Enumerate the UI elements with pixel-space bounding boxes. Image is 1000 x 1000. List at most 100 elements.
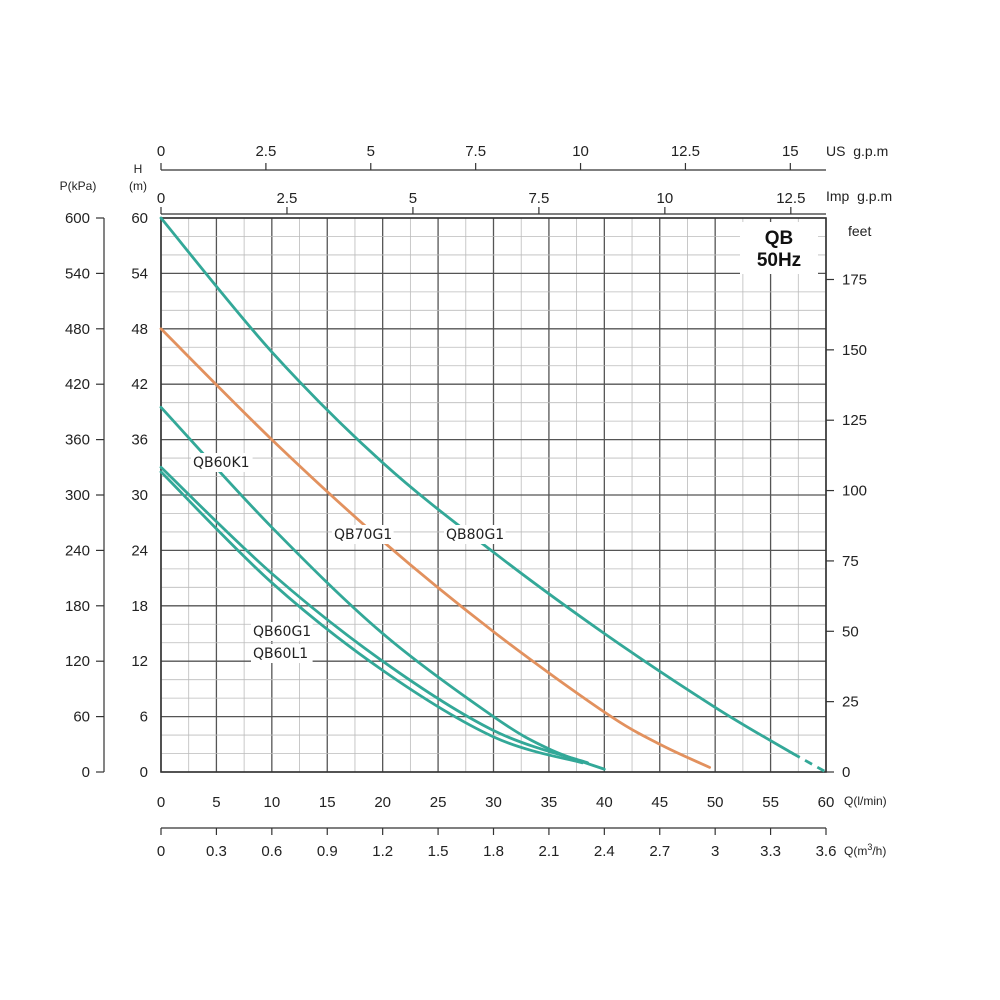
series-label-qb80g1: QB80G1 [446,527,504,543]
x-axis-m3h-title-base: Q(m [844,844,867,858]
y-tick-pressure: 540 [65,265,90,282]
x-tick-lpm: 60 [818,794,835,811]
x-tick-lpm: 40 [596,794,613,811]
badge-frequency: 50Hz [757,250,801,271]
x-tick-lpm: 20 [374,794,391,811]
series-label-qb70g1: QB70G1 [334,527,392,543]
y-tick-feet: 0 [842,764,850,781]
y-tick-feet: 125 [842,412,867,429]
y-tick-pressure: 360 [65,432,90,449]
y-tick-pressure: 60 [73,709,90,726]
y-axis-head-title-line2: (m) [129,179,147,193]
x-axis-usgpm-title: US g.p.m [826,143,888,159]
x-tick-lpm: 30 [485,794,502,811]
y-axis-feet-title: feet [848,223,871,239]
y-tick-head: 42 [131,376,148,393]
x-tick-usgpm: 5 [367,143,375,160]
x-tick-m3h: 0.9 [317,843,338,860]
x-tick-impgpm: 2.5 [277,190,298,207]
series-labels: QB60K1 QB70G1 QB80G1 QB60G1 QB60L1 [191,453,506,663]
x-tick-usgpm: 0 [157,143,165,160]
x-tick-m3h: 1.5 [428,843,449,860]
y-tick-feet: 100 [842,483,867,500]
x-tick-impgpm: 0 [157,190,165,207]
x-tick-usgpm: 15 [782,143,799,160]
x-axis-lpm-title: Q(l/min) [844,794,887,808]
x-tick-usgpm: 12.5 [671,143,700,160]
y-tick-pressure: 120 [65,653,90,670]
y-tick-head: 12 [131,653,148,670]
y-tick-feet: 175 [842,271,867,288]
series-label-qb60k1: QB60K1 [193,455,250,471]
series-qb60k1-curve [159,405,606,771]
series-qb60l1-curve [159,470,584,765]
y-tick-feet: 50 [842,623,859,640]
x-tick-m3h: 3 [711,843,719,860]
x-tick-impgpm: 5 [409,190,417,207]
x-tick-m3h: 1.2 [372,843,393,860]
series-label-bg [251,644,313,663]
x-tick-usgpm: 10 [572,143,589,160]
x-tick-lpm: 50 [707,794,724,811]
x-tick-m3h: 2.4 [594,843,615,860]
x-tick-usgpm: 2.5 [255,143,276,160]
x-axis-m3h-title-end: /h) [872,844,886,858]
x-tick-lpm: 15 [319,794,336,811]
plot-frame [160,217,827,773]
x-tick-m3h: 0.3 [206,843,227,860]
y-tick-feet: 75 [842,553,859,570]
y-tick-head: 60 [131,210,148,227]
x-axis-impgpm-title: Imp g.p.m [826,188,892,204]
x-tick-m3h: 3.6 [816,843,837,860]
x-axis-m3h-title-superscript: 3 [867,842,872,852]
y-tick-pressure: 420 [65,376,90,393]
y-tick-head: 48 [131,321,148,338]
y-tick-head: 18 [131,598,148,615]
x-tick-m3h: 1.8 [483,843,504,860]
y-axis-pressure-title: P(kPa) [60,179,97,193]
y-tick-pressure: 600 [65,210,90,227]
x-tick-impgpm: 10 [657,190,674,207]
x-tick-m3h: 3.3 [760,843,781,860]
x-tick-m3h: 2.1 [538,843,559,860]
x-tick-impgpm: 7.5 [528,190,549,207]
series-label-qb60l1: QB60L1 [253,646,308,662]
x-tick-lpm: 55 [762,794,779,811]
y-tick-head: 30 [131,487,148,504]
y-tick-head: 6 [140,709,148,726]
y-tick-pressure: 300 [65,487,90,504]
y-tick-pressure: 480 [65,321,90,338]
x-tick-impgpm: 12.5 [776,190,805,207]
y-tick-head: 36 [131,432,148,449]
x-tick-lpm: 5 [212,794,220,811]
y-tick-head: 24 [131,542,148,559]
x-tick-lpm: 10 [263,794,280,811]
x-tick-lpm: 45 [651,794,668,811]
axes: 0066012120181802424030300363604242048480… [65,143,867,860]
grid [160,217,827,773]
y-tick-feet: 150 [842,342,867,359]
y-tick-pressure: 0 [82,764,90,781]
y-tick-pressure: 180 [65,598,90,615]
series-qb80g1-curve-dashed [792,752,827,774]
x-tick-m3h: 0 [157,843,165,860]
y-tick-head: 54 [131,265,148,282]
x-tick-m3h: 2.7 [649,843,670,860]
badge-box [740,222,818,274]
x-tick-usgpm: 7.5 [465,143,486,160]
x-tick-m3h: 0.6 [261,843,282,860]
x-tick-lpm: 25 [430,794,447,811]
series-label-bg [251,622,313,641]
series-label-bg [444,525,506,544]
series-label-qb60g1: QB60G1 [253,624,311,640]
series-qb70g1-curve [159,327,711,769]
x-axis-m3h-title: Q(m3/h) [844,842,886,858]
series-label-bg [332,525,394,544]
series-label-bg [191,453,253,472]
x-tick-lpm: 0 [157,794,165,811]
badge-model: QB [765,228,794,249]
y-tick-pressure: 240 [65,542,90,559]
series-qb60g1-curve [159,465,590,765]
